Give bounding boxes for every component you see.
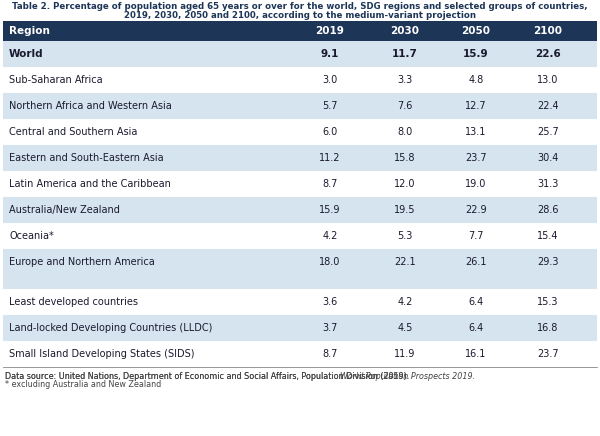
Text: 16.1: 16.1 — [466, 349, 487, 359]
Bar — [3, 341, 597, 367]
Text: 15.3: 15.3 — [537, 297, 559, 307]
Bar — [3, 289, 597, 315]
Text: 6.4: 6.4 — [469, 323, 484, 333]
Text: Land-locked Developing Countries (LLDC): Land-locked Developing Countries (LLDC) — [9, 323, 212, 333]
Bar — [3, 223, 597, 249]
Text: 26.1: 26.1 — [465, 257, 487, 267]
Text: 11.2: 11.2 — [319, 153, 341, 163]
Text: 15.8: 15.8 — [394, 153, 416, 163]
Text: 7.6: 7.6 — [397, 101, 413, 111]
Text: 22.6: 22.6 — [535, 49, 561, 59]
Text: 12.7: 12.7 — [465, 101, 487, 111]
Text: 3.3: 3.3 — [397, 75, 413, 85]
Bar — [3, 119, 597, 145]
Text: 11.9: 11.9 — [394, 349, 416, 359]
Text: 3.7: 3.7 — [322, 323, 338, 333]
Text: 8.7: 8.7 — [322, 179, 338, 189]
Text: Northern Africa and Western Asia: Northern Africa and Western Asia — [9, 101, 172, 111]
Text: 16.8: 16.8 — [538, 323, 559, 333]
Text: 7.7: 7.7 — [468, 231, 484, 241]
Text: 4.2: 4.2 — [397, 297, 413, 307]
Text: 29.3: 29.3 — [537, 257, 559, 267]
Text: Region: Region — [9, 26, 50, 36]
Text: Australia/New Zealand: Australia/New Zealand — [9, 205, 120, 215]
Text: 15.4: 15.4 — [537, 231, 559, 241]
Bar — [3, 93, 597, 119]
Text: Data source: United Nations, Department of Economic and Social Affairs, Populati: Data source: United Nations, Department … — [5, 372, 412, 381]
Text: 4.5: 4.5 — [397, 323, 413, 333]
Text: 13.1: 13.1 — [466, 127, 487, 137]
Text: Data source: United Nations, Department of Economic and Social Affairs, Populati: Data source: United Nations, Department … — [5, 372, 412, 381]
Text: * excluding Australia and New Zealand: * excluding Australia and New Zealand — [5, 380, 161, 389]
Text: 19.5: 19.5 — [394, 205, 416, 215]
Text: 18.0: 18.0 — [319, 257, 341, 267]
Text: 8.7: 8.7 — [322, 349, 338, 359]
Text: 3.6: 3.6 — [322, 297, 338, 307]
Text: 28.6: 28.6 — [537, 205, 559, 215]
Text: 13.0: 13.0 — [538, 75, 559, 85]
Bar — [3, 21, 597, 41]
Text: 5.3: 5.3 — [397, 231, 413, 241]
Text: 11.7: 11.7 — [392, 49, 418, 59]
Text: 9.1: 9.1 — [321, 49, 339, 59]
Text: World Population Prospects 2019.: World Population Prospects 2019. — [340, 372, 475, 381]
Text: 22.4: 22.4 — [537, 101, 559, 111]
Text: Latin America and the Caribbean: Latin America and the Caribbean — [9, 179, 171, 189]
Text: 6.4: 6.4 — [469, 297, 484, 307]
Bar — [3, 197, 597, 223]
Text: 15.9: 15.9 — [463, 49, 489, 59]
Text: Sub-Saharan Africa: Sub-Saharan Africa — [9, 75, 103, 85]
Text: Central and Southern Asia: Central and Southern Asia — [9, 127, 137, 137]
Bar — [3, 315, 597, 341]
Bar — [3, 249, 597, 275]
Text: 4.2: 4.2 — [322, 231, 338, 241]
Text: Least developed countries: Least developed countries — [9, 297, 138, 307]
Text: 2019: 2019 — [316, 26, 344, 36]
Text: 12.0: 12.0 — [394, 179, 416, 189]
Bar — [3, 41, 597, 67]
Text: Small Island Developing States (SIDS): Small Island Developing States (SIDS) — [9, 349, 194, 359]
Text: Oceania*: Oceania* — [9, 231, 54, 241]
Text: 31.3: 31.3 — [538, 179, 559, 189]
Text: 6.0: 6.0 — [322, 127, 338, 137]
Text: 2050: 2050 — [461, 26, 491, 36]
Text: 23.7: 23.7 — [465, 153, 487, 163]
Text: Table 2. Percentage of population aged 65 years or over for the world, SDG regio: Table 2. Percentage of population aged 6… — [12, 2, 588, 11]
Text: Eastern and South-Eastern Asia: Eastern and South-Eastern Asia — [9, 153, 164, 163]
Bar — [3, 67, 597, 93]
Text: 2019, 2030, 2050 and 2100, according to the medium-variant projection: 2019, 2030, 2050 and 2100, according to … — [124, 11, 476, 20]
Bar — [3, 171, 597, 197]
Text: 2030: 2030 — [391, 26, 419, 36]
Text: 22.1: 22.1 — [394, 257, 416, 267]
Text: 22.9: 22.9 — [465, 205, 487, 215]
Text: 23.7: 23.7 — [537, 349, 559, 359]
Text: 15.9: 15.9 — [319, 205, 341, 215]
Text: 2100: 2100 — [533, 26, 563, 36]
Text: 25.7: 25.7 — [537, 127, 559, 137]
Text: Data source: United Nations, Department of Economic and Social Affairs, Populati: Data source: United Nations, Department … — [5, 372, 546, 381]
Bar — [3, 275, 597, 289]
Text: 8.0: 8.0 — [397, 127, 413, 137]
Text: 19.0: 19.0 — [466, 179, 487, 189]
Text: 3.0: 3.0 — [322, 75, 338, 85]
Text: 5.7: 5.7 — [322, 101, 338, 111]
Text: Europe and Northern America: Europe and Northern America — [9, 257, 155, 267]
Text: 30.4: 30.4 — [538, 153, 559, 163]
Bar — [3, 145, 597, 171]
Text: World: World — [9, 49, 44, 59]
Text: 4.8: 4.8 — [469, 75, 484, 85]
